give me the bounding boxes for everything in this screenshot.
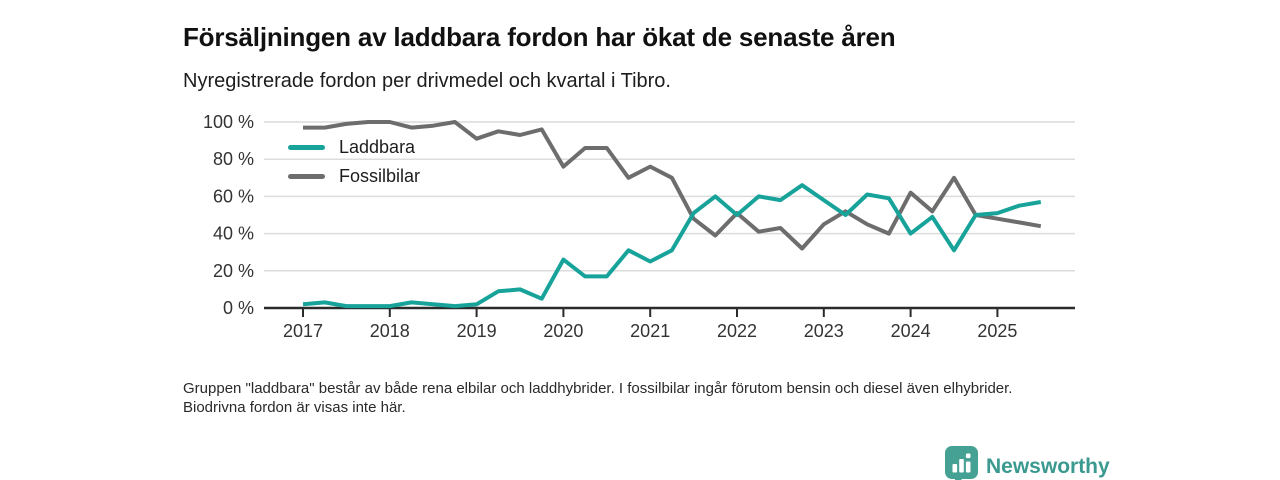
x-tick-label: 2018 (370, 321, 410, 341)
x-tick-label: 2023 (804, 321, 844, 341)
y-tick-label: 0 % (223, 298, 254, 318)
laddbara-line (302, 183, 1042, 309)
chart-footnote: Gruppen "laddbara" består av både rena e… (183, 380, 1013, 417)
y-tick-label: 100 % (203, 112, 254, 132)
x-tick-label: 2019 (457, 321, 497, 341)
x-tick-label: 2025 (977, 321, 1017, 341)
fossilbilar-line (303, 120, 1042, 251)
x-tick-label: 2017 (283, 321, 323, 341)
legend-label: Fossilbilar (339, 166, 421, 186)
y-tick-label: 20 % (213, 261, 254, 281)
x-tick-label: 2021 (630, 321, 670, 341)
chart-subtitle: Nyregistrerade fordon per drivmedel och … (183, 70, 671, 92)
y-tick-label: 80 % (213, 149, 254, 169)
chart-legend: Laddbara Fossilbilar (288, 136, 420, 187)
legend-item-laddbara: Laddbara (288, 136, 420, 158)
legend-label: Laddbara (339, 137, 416, 157)
x-tick-label: 2024 (891, 321, 931, 341)
newsworthy-logo: Newsworthy (945, 446, 1110, 480)
legend-swatch-icon (288, 173, 325, 179)
newsworthy-wordmark: Newsworthy (986, 454, 1110, 478)
legend-swatch-icon (288, 144, 325, 150)
bar-chart-pin-icon (945, 446, 978, 480)
x-tick-label: 2020 (543, 321, 583, 341)
x-tick-label: 2022 (717, 321, 757, 341)
chart-title: Försäljningen av laddbara fordon har öka… (183, 22, 896, 53)
legend-item-fossilbilar: Fossilbilar (288, 165, 420, 187)
y-tick-label: 40 % (213, 224, 254, 244)
y-tick-label: 60 % (213, 186, 254, 206)
